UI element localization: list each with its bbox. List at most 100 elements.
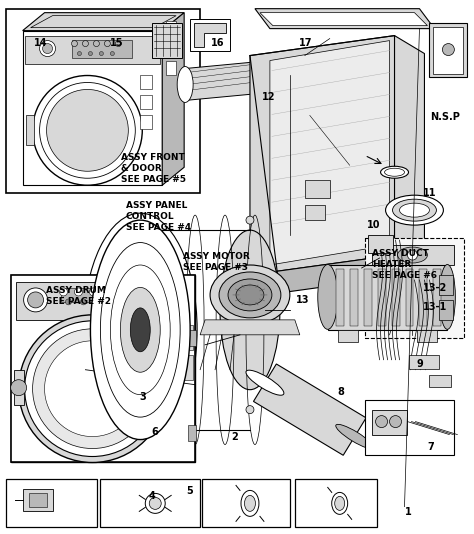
Bar [166,21,176,35]
Ellipse shape [332,492,347,514]
Circle shape [33,75,142,185]
Text: 12: 12 [263,91,276,101]
Bar [433,27,463,74]
Circle shape [90,288,98,296]
Circle shape [81,299,86,305]
Polygon shape [394,36,424,273]
Ellipse shape [110,265,170,395]
Bar [372,410,407,435]
Bar [433,269,441,326]
Polygon shape [372,245,455,265]
Bar [140,96,152,109]
Ellipse shape [392,199,437,221]
Ellipse shape [245,496,255,512]
Bar [202,480,290,527]
Polygon shape [255,9,434,29]
Circle shape [104,288,112,296]
Bar [6,480,98,527]
Text: 1: 1 [405,507,411,517]
Circle shape [60,288,67,296]
Bar [140,115,152,129]
Text: 3: 3 [139,392,146,403]
Polygon shape [162,13,184,185]
Text: 8: 8 [337,387,345,397]
Polygon shape [250,36,394,275]
Bar [439,275,453,295]
Ellipse shape [210,265,290,325]
Text: 16: 16 [211,38,225,48]
Circle shape [390,415,401,428]
Text: 6: 6 [151,427,158,437]
Polygon shape [254,364,366,456]
Ellipse shape [91,220,190,439]
Bar [305,205,325,220]
Bar [14,370,24,405]
Circle shape [408,250,418,260]
Bar [190,19,230,51]
Ellipse shape [395,296,430,314]
Bar [405,269,413,326]
Polygon shape [23,13,184,30]
Text: 13-2: 13-2 [423,284,447,293]
Circle shape [119,288,128,296]
Text: 13-1: 13-1 [423,302,447,312]
Bar [100,480,200,527]
Bar [410,355,439,369]
Bar [365,399,455,454]
Bar [166,60,176,75]
Bar [26,115,34,145]
Bar [364,269,372,326]
Circle shape [110,52,114,56]
Polygon shape [250,255,424,293]
Bar [23,490,53,512]
Bar [328,265,447,330]
Bar [61,288,140,302]
Ellipse shape [439,264,456,329]
Circle shape [100,52,103,56]
Polygon shape [185,60,270,100]
Circle shape [33,329,152,449]
Text: 17: 17 [299,38,312,48]
Polygon shape [11,275,195,462]
Bar [25,36,160,64]
Bar [11,275,195,462]
Text: 5: 5 [186,486,193,496]
Circle shape [77,52,82,56]
Bar [73,40,132,58]
Circle shape [43,44,53,53]
Circle shape [149,497,161,509]
Ellipse shape [264,61,276,91]
Text: 9: 9 [417,359,424,369]
Ellipse shape [381,166,409,178]
Circle shape [115,41,121,46]
Circle shape [65,299,72,305]
Bar [365,238,465,338]
Ellipse shape [236,285,264,305]
Polygon shape [31,15,176,28]
Ellipse shape [120,287,160,372]
Polygon shape [200,320,300,335]
Ellipse shape [220,230,280,390]
Bar [6,9,200,193]
Ellipse shape [318,264,337,329]
Text: ASSY DUCT
HEATER
SEE PAGE #6: ASSY DUCT HEATER SEE PAGE #6 [372,249,437,280]
Ellipse shape [335,497,345,511]
Bar [350,269,358,326]
Circle shape [246,406,254,414]
Bar [392,269,400,326]
Bar [418,330,438,342]
Bar [439,300,453,320]
Bar [336,280,346,294]
Text: 11: 11 [423,189,436,199]
Bar [378,269,385,326]
Circle shape [442,44,455,56]
Text: 13: 13 [295,295,309,305]
Circle shape [40,41,55,57]
Bar [305,180,330,198]
Ellipse shape [177,67,193,103]
Bar [188,425,196,441]
Circle shape [375,415,388,428]
Ellipse shape [241,490,259,516]
Bar [337,330,358,342]
Bar [175,325,193,350]
